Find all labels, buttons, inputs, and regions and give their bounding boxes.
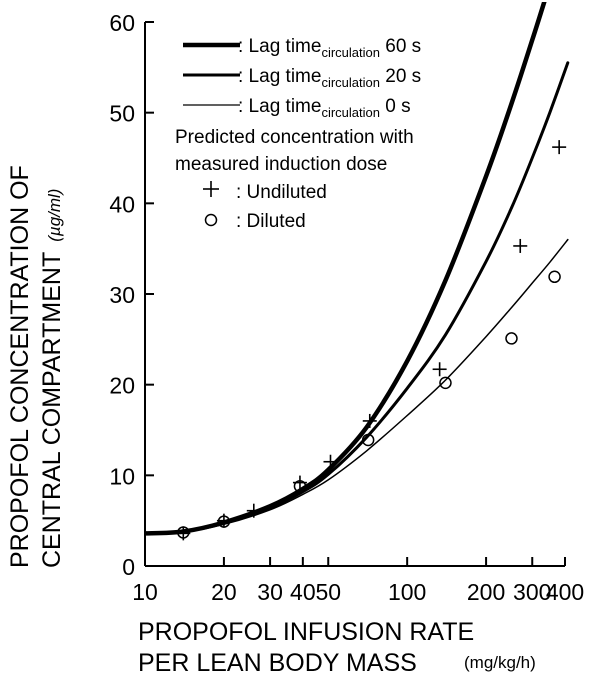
diluted-point [361, 433, 375, 447]
markers [176, 140, 567, 541]
legend-label-60s: : Lag timecirculation 60 s [238, 36, 421, 60]
y-axis-unit: (µg/ml) [45, 189, 64, 242]
legend-label-20s: : Lag timecirculation 20 s [238, 66, 421, 90]
diluted-point [293, 479, 307, 493]
legend-diluted-marker [204, 213, 218, 227]
legend-label-60s-prefix: : Lag time [238, 36, 321, 57]
y-tick-label: 50 [109, 101, 135, 127]
legend-label-0s-prefix: : Lag time [238, 96, 321, 117]
legend-label-undiluted: : Undiluted [236, 182, 327, 203]
curve-2 [145, 238, 569, 535]
x-tick-label: 300 [513, 579, 551, 605]
legend-label-20s-prefix: : Lag time [238, 66, 321, 87]
legend-label-0s-suffix: 0 s [380, 96, 411, 117]
x-axis-title-line1: PROPOFOL INFUSION RATE [138, 618, 474, 646]
legend-label-20s-suffix: 20 s [380, 66, 421, 87]
legend-label-20s-sub: circulation [321, 75, 380, 90]
diluted-point [505, 332, 518, 345]
x-tick-label: 400 [546, 579, 584, 605]
x-axis-title: PROPOFOL INFUSION RATE PER LEAN BODY MAS… [138, 618, 536, 677]
y-tick-label: 30 [109, 282, 135, 308]
y-tick-label: 20 [109, 373, 135, 399]
y-axis-title-line2: CENTRAL COMPARTMENT (µg/ml) [38, 189, 66, 568]
legend-note-line2: measured induction dose [175, 154, 387, 175]
x-axis-title-line2: PER LEAN BODY MASS [138, 649, 417, 677]
x-tick-label: 40 [290, 579, 316, 605]
undiluted-point [246, 503, 261, 518]
diluted-point [177, 526, 190, 539]
y-axis-title-line1: PROPOFOL CONCENTRATION OF [6, 165, 34, 568]
x-tick-label: 100 [388, 579, 426, 605]
x-tick-label: 10 [132, 579, 158, 605]
y-tick-label: 60 [109, 10, 135, 36]
x-axis-unit: (mg/kg/h) [464, 653, 536, 672]
y-tick-label: 40 [109, 191, 135, 217]
undiluted-point [513, 238, 528, 253]
legend-label-0s: : Lag timecirculation 0 s [238, 96, 411, 120]
undiluted-point [552, 140, 567, 155]
axes [144, 21, 566, 567]
undiluted-point [432, 362, 447, 377]
legend-label-diluted: : Diluted [236, 211, 306, 232]
y-axis-title: PROPOFOL CONCENTRATION OF CENTRAL COMPAR… [6, 165, 66, 568]
x-tick-label: 50 [315, 579, 341, 605]
curve-1 [145, 61, 570, 535]
x-tick-label: 20 [211, 579, 237, 605]
y-axis-title-line2-text: CENTRAL COMPARTMENT [38, 252, 66, 568]
x-tick-label: 200 [467, 579, 505, 605]
y-tick-label: 10 [109, 463, 135, 489]
x-tick-label: 30 [257, 579, 283, 605]
curves [145, 2, 570, 536]
diluted-point [548, 270, 561, 284]
legend-label-60s-suffix: 60 s [380, 36, 421, 57]
y-tick-label: 0 [122, 554, 135, 580]
undiluted-point [323, 454, 338, 469]
legend-label-0s-sub: circulation [321, 105, 380, 120]
diluted-point [217, 515, 231, 528]
legend-note-line1: Predicted concentration with [175, 127, 414, 148]
legend: : Lag timecirculation 60 s : Lag timecir… [175, 36, 421, 232]
legend-undiluted-marker [203, 181, 219, 197]
undiluted-point [362, 413, 377, 428]
legend-label-60s-sub: circulation [321, 45, 380, 60]
diluted-point [439, 376, 452, 390]
